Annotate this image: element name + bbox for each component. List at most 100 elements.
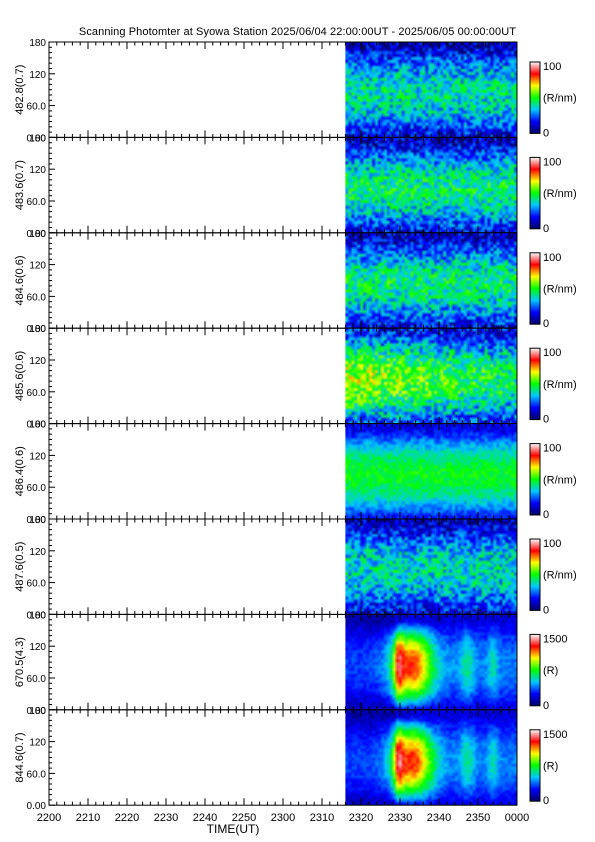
y-tick-label: 0.00 bbox=[27, 229, 47, 240]
panel-6-colorbar bbox=[529, 538, 541, 611]
panel-3: 0.00 60.0 120 180 484.6(0.6) 100 (R/nm) 0 bbox=[14, 229, 577, 335]
chart-title: Scanning Photomter at Syowa Station 2025… bbox=[78, 26, 517, 38]
panel-2-heatmap bbox=[345, 137, 517, 233]
panel-3-heatmap bbox=[345, 232, 517, 329]
panel-3-colorbar bbox=[529, 252, 541, 325]
colorbar-zero-label: 0 bbox=[543, 700, 549, 712]
colorbar-max-label: 100 bbox=[543, 538, 561, 550]
panel-8: 0.00 60.0 120 180 844.6(0.7) 1500 (R) 0 bbox=[14, 706, 567, 812]
colorbar-zero-label: 0 bbox=[543, 414, 549, 426]
x-tick-label: 2300 bbox=[271, 812, 295, 824]
panel-4-heatmap bbox=[345, 328, 517, 424]
panel-8-colorbar bbox=[529, 729, 541, 802]
panel-7-colorbar bbox=[529, 633, 541, 707]
y-tick-label: 0.00 bbox=[27, 706, 47, 717]
panel-1-colorbar bbox=[529, 61, 541, 134]
colorbar-zero-label: 0 bbox=[543, 509, 549, 521]
y-tick-label: 120 bbox=[29, 451, 46, 462]
y-tick-label: 180 bbox=[29, 38, 46, 49]
colorbar-zero-label: 0 bbox=[543, 127, 549, 139]
panel-5-colorbar bbox=[529, 443, 541, 516]
panel-4-colorbar bbox=[529, 347, 541, 421]
y-tick-label: 0.00 bbox=[27, 801, 47, 812]
y-tick-label: 60.0 bbox=[27, 674, 47, 685]
x-tick-label: 2330 bbox=[388, 812, 412, 824]
y-tick-label: 120 bbox=[29, 70, 46, 81]
colorbar-unit-label: (R) bbox=[543, 761, 558, 773]
colorbar-unit-label: (R) bbox=[543, 665, 558, 677]
panel-3-ylabel: 484.6(0.6) bbox=[14, 255, 26, 305]
panel-1-heatmap bbox=[345, 42, 517, 138]
x-tick-label: 2250 bbox=[232, 812, 256, 824]
panel-2: 0.00 60.0 120 180 483.6(0.7) 100 (R/nm) 0 bbox=[14, 133, 577, 239]
y-tick-label: 180 bbox=[29, 515, 46, 526]
panel-6-ylabel: 487.6(0.5) bbox=[14, 542, 26, 592]
y-tick-label: 120 bbox=[29, 738, 46, 749]
y-tick-label: 60.0 bbox=[27, 388, 47, 399]
panel-7: 0.00 60.0 120 180 670.5(4.3) 1500 (R) 0 bbox=[14, 610, 567, 716]
colorbar-zero-label: 0 bbox=[543, 604, 549, 616]
panel-5-ylabel: 486.4(0.6) bbox=[14, 446, 26, 496]
y-tick-label: 60.0 bbox=[27, 102, 47, 113]
y-tick-label: 0.00 bbox=[27, 324, 47, 335]
y-tick-label: 180 bbox=[29, 420, 46, 431]
x-tick-label: 2340 bbox=[427, 812, 451, 824]
panel-1: 0.00 60.0 120 180 482.8(0.7) 100 (R/nm) 0 bbox=[14, 38, 577, 144]
y-tick-label: 60.0 bbox=[27, 292, 47, 303]
panel-8-heatmap bbox=[345, 709, 517, 806]
colorbar-max-label: 100 bbox=[543, 61, 561, 73]
panel-5-heatmap bbox=[345, 423, 517, 519]
x-axis-label: TIME(UT) bbox=[207, 822, 260, 836]
x-tick-label: 2200 bbox=[37, 812, 61, 824]
colorbar-unit-label: (R/nm) bbox=[543, 474, 577, 486]
colorbar-zero-label: 0 bbox=[543, 223, 549, 235]
y-tick-label: 180 bbox=[29, 229, 46, 240]
y-tick-label: 0.00 bbox=[27, 133, 47, 144]
x-tick-label: 2220 bbox=[115, 812, 139, 824]
colorbar-max-label: 100 bbox=[543, 156, 561, 168]
x-tick-label: 0000 bbox=[505, 812, 529, 824]
colorbar-max-label: 100 bbox=[543, 347, 561, 359]
y-tick-label: 180 bbox=[29, 610, 46, 621]
y-tick-label: 60.0 bbox=[27, 197, 47, 208]
y-tick-label: 0.00 bbox=[27, 515, 47, 526]
y-tick-label: 60.0 bbox=[27, 769, 47, 780]
colorbar-max-label: 100 bbox=[543, 252, 561, 264]
y-tick-label: 120 bbox=[29, 642, 46, 653]
x-tick-label: 2240 bbox=[193, 812, 217, 824]
y-tick-label: 120 bbox=[29, 261, 46, 272]
colorbar-max-label: 1500 bbox=[543, 633, 567, 645]
y-tick-label: 180 bbox=[29, 706, 46, 717]
y-tick-label: 60.0 bbox=[27, 483, 47, 494]
y-tick-label: 0.00 bbox=[27, 610, 47, 621]
colorbar-zero-label: 0 bbox=[543, 795, 549, 807]
y-tick-label: 120 bbox=[29, 165, 46, 176]
panel-1-ylabel: 482.8(0.7) bbox=[14, 65, 26, 115]
x-tick-label: 2210 bbox=[76, 812, 100, 824]
panel-7-heatmap bbox=[345, 614, 517, 710]
colorbar-unit-label: (R/nm) bbox=[543, 570, 577, 582]
x-tick-label: 2310 bbox=[310, 812, 334, 824]
panel-8-ylabel: 844.6(0.7) bbox=[14, 732, 26, 782]
colorbar-zero-label: 0 bbox=[543, 318, 549, 330]
panel-2-ylabel: 483.6(0.7) bbox=[14, 160, 26, 210]
panel-5: 0.00 60.0 120 180 486.4(0.6) 100 (R/nm) 0 bbox=[14, 420, 577, 526]
colorbar-unit-label: (R/nm) bbox=[543, 284, 577, 296]
y-tick-label: 180 bbox=[29, 133, 46, 144]
y-tick-label: 0.00 bbox=[27, 420, 47, 431]
y-tick-label: 180 bbox=[29, 324, 46, 335]
colorbar-unit-label: (R/nm) bbox=[543, 188, 577, 200]
x-tick-label: 2320 bbox=[349, 812, 373, 824]
colorbar-max-label: 1500 bbox=[543, 729, 567, 741]
colorbar-unit-label: (R/nm) bbox=[543, 379, 577, 391]
panel-4: 0.00 60.0 120 180 485.6(0.6) 100 (R/nm) 0 bbox=[14, 324, 577, 430]
x-tick-label: 2230 bbox=[154, 812, 178, 824]
panel-4-ylabel: 485.6(0.6) bbox=[14, 351, 26, 401]
panel-2-colorbar bbox=[529, 156, 541, 230]
y-tick-label: 120 bbox=[29, 547, 46, 558]
y-tick-label: 60.0 bbox=[27, 579, 47, 590]
colorbar-unit-label: (R/nm) bbox=[543, 93, 577, 105]
panel-6: 0.00 60.0 120 180 487.6(0.5) 100 (R/nm) 0 bbox=[14, 515, 577, 621]
colorbar-max-label: 100 bbox=[543, 443, 561, 455]
